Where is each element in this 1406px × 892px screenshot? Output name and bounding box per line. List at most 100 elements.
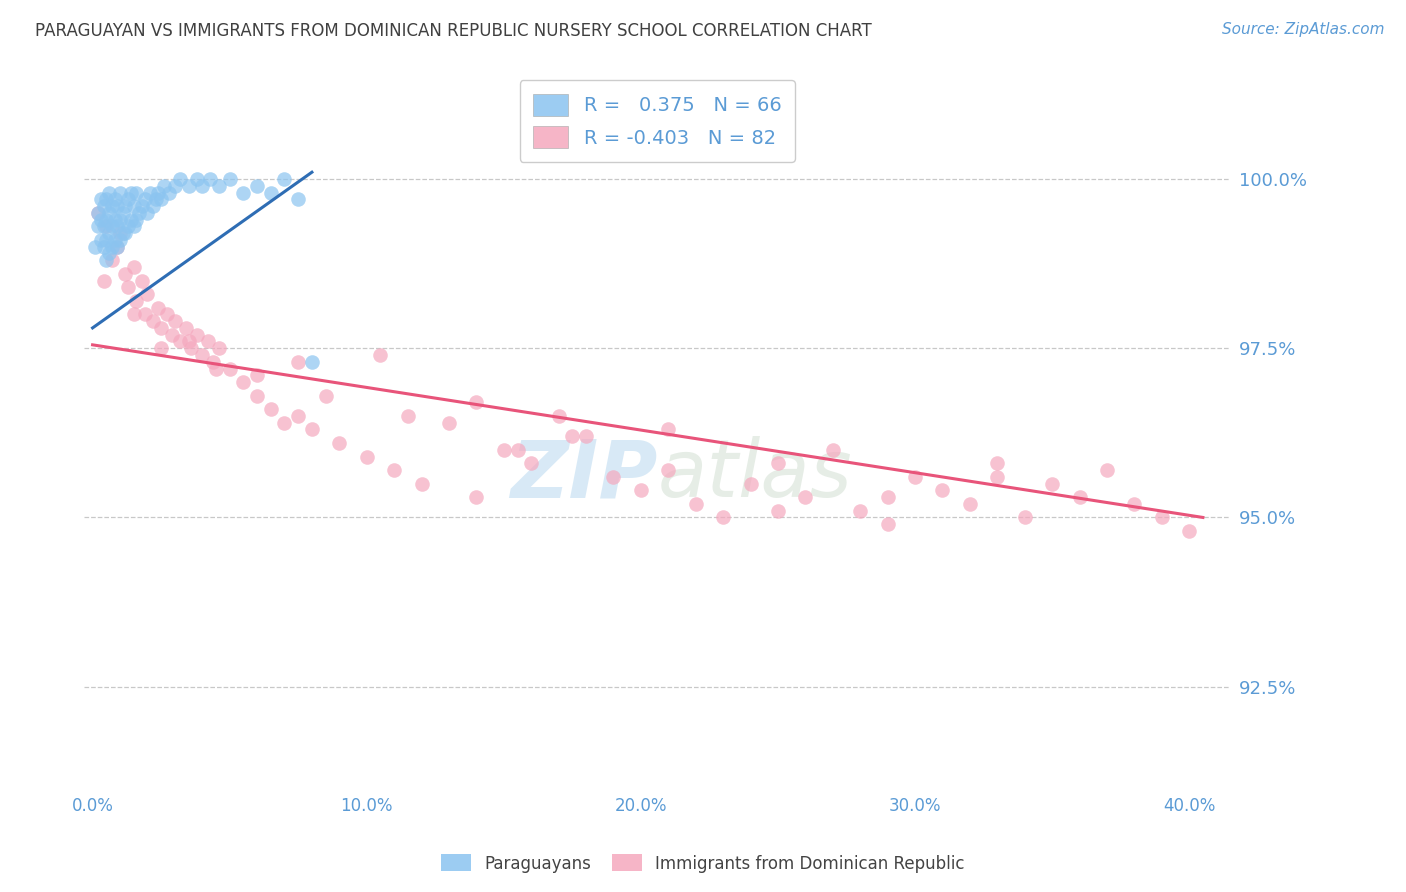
Point [301,422,323,436]
Point [931,483,953,498]
Point [602,470,624,484]
Point [103,233,125,247]
Point [98,226,121,240]
Point [246,388,269,402]
Point [125,186,148,200]
Point [105,219,128,234]
Point [93,199,115,213]
Point [1040,476,1063,491]
Point [191,348,214,362]
Point [142,199,165,213]
Point [218,172,240,186]
Point [1014,510,1036,524]
Point [120,212,142,227]
Point [93,240,115,254]
Point [105,240,128,254]
Point [208,341,231,355]
Point [157,186,180,200]
Point [148,301,170,315]
Point [150,321,173,335]
Point [103,192,125,206]
Point [160,327,183,342]
Point [492,442,515,457]
Point [1123,497,1146,511]
Point [1069,490,1091,504]
Point [98,206,121,220]
Point [150,341,173,355]
Point [90,192,112,206]
Point [821,442,844,457]
Point [163,314,186,328]
Point [547,409,569,423]
Text: atlas: atlas [658,436,852,515]
Point [134,307,156,321]
Point [273,416,295,430]
Point [87,206,110,220]
Point [105,199,128,213]
Point [108,226,131,240]
Legend: Paraguayans, Immigrants from Dominican Republic: Paraguayans, Immigrants from Dominican R… [434,847,972,880]
Point [131,199,153,213]
Point [246,178,269,193]
Point [246,368,269,383]
Point [177,178,200,193]
Point [125,212,148,227]
Point [766,504,789,518]
Point [465,490,488,504]
Point [100,240,122,254]
Point [177,334,200,349]
Point [111,226,134,240]
Point [114,199,136,213]
Point [98,246,121,260]
Point [90,212,112,227]
Point [169,334,191,349]
Point [766,456,789,470]
Point [145,192,167,206]
Point [155,307,177,321]
Point [711,510,734,524]
Point [202,355,225,369]
Point [904,470,927,484]
Point [208,178,231,193]
Point [96,233,118,247]
Point [117,280,139,294]
Point [131,273,153,287]
Point [150,192,173,206]
Point [685,497,707,511]
Point [465,395,488,409]
Text: Source: ZipAtlas.com: Source: ZipAtlas.com [1222,22,1385,37]
Point [301,355,323,369]
Point [370,348,392,362]
Point [561,429,583,443]
Point [794,490,817,504]
Point [148,186,170,200]
Legend: R =   0.375   N = 66, R = -0.403   N = 82: R = 0.375 N = 66, R = -0.403 N = 82 [520,80,796,162]
Point [134,192,156,206]
Point [174,321,197,335]
Point [575,429,598,443]
Point [90,233,112,247]
Point [411,476,433,491]
Point [139,186,162,200]
Point [1095,463,1118,477]
Point [506,442,529,457]
Point [260,402,283,417]
Point [128,206,150,220]
Point [382,463,405,477]
Point [876,517,898,532]
Point [108,212,131,227]
Point [100,219,122,234]
Point [96,253,118,268]
Point [122,260,145,274]
Point [96,212,118,227]
Point [186,172,208,186]
Point [218,361,240,376]
Point [205,361,228,376]
Point [657,422,679,436]
Point [122,219,145,234]
Point [114,267,136,281]
Point [356,450,378,464]
Point [197,334,219,349]
Point [315,388,337,402]
Point [122,307,145,321]
